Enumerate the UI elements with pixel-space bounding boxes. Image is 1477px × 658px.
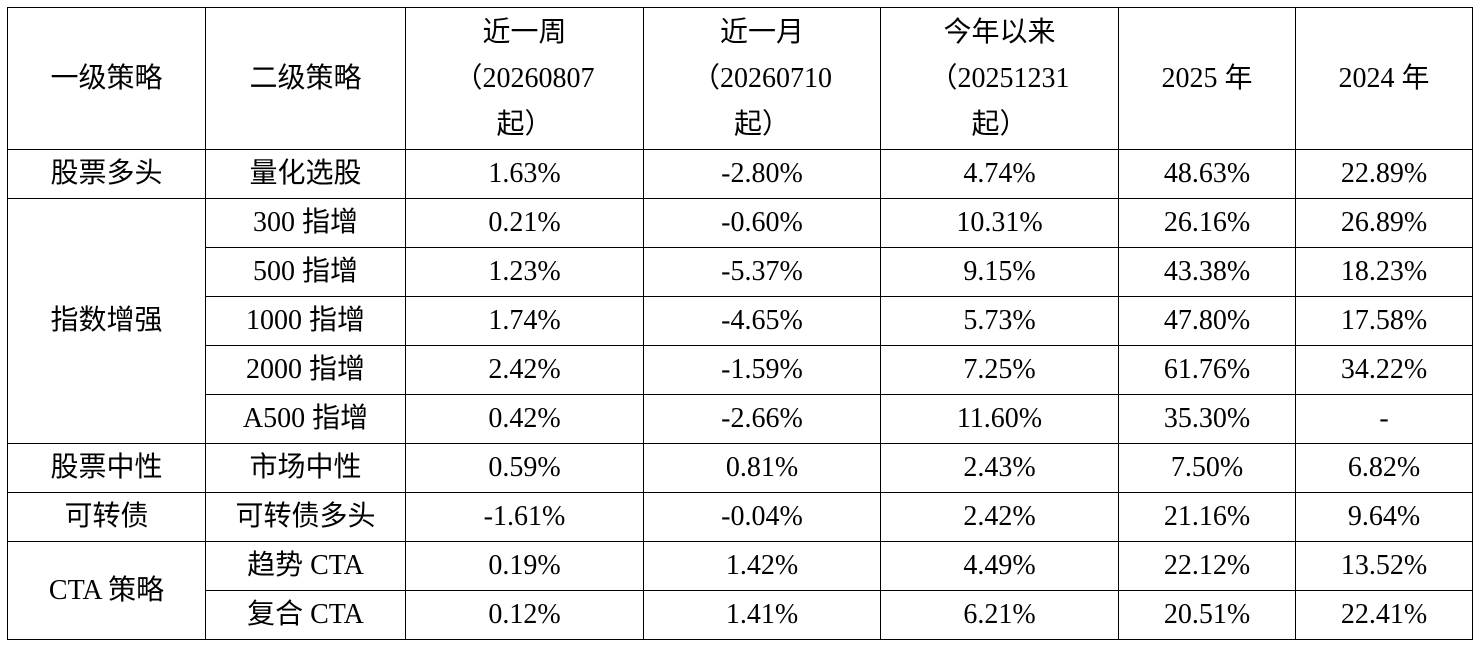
table-row: CTA 策略 趋势 CTA 0.19% 1.42% 4.49% 22.12% 13.52%: [7, 541, 1473, 640]
value-cell: -5.37%: [643, 247, 881, 297]
value-cell: 1.42%: [643, 541, 881, 591]
value-cell: 4.49%: [880, 541, 1119, 591]
header-cell: 近一周 （20260807 起）: [405, 7, 644, 150]
value-cell: 26.16%: [1118, 198, 1296, 248]
header-cell: 2025 年: [1118, 7, 1296, 150]
value-cell: 11.60%: [880, 394, 1119, 444]
value-cell: -4.65%: [643, 296, 881, 346]
value-cell: 26.89%: [1295, 198, 1473, 248]
header-line: （20260710: [691, 62, 832, 94]
value-cell: 6.82%: [1295, 443, 1473, 493]
value-cell: 22.41%: [1295, 590, 1473, 640]
value-cell: 0.81%: [643, 443, 881, 493]
header-line: 今年以来: [943, 16, 1056, 48]
group-cell: 指数增强: [7, 198, 206, 444]
value-cell: 7.50%: [1118, 443, 1296, 493]
value-cell: 1.41%: [643, 590, 881, 640]
value-cell: 2.42%: [405, 345, 644, 395]
value-cell: 17.58%: [1295, 296, 1473, 346]
value-cell: 9.64%: [1295, 492, 1473, 542]
sub-strategy-cell: 复合 CTA: [205, 590, 406, 640]
sub-strategy-cell: 1000 指增: [205, 296, 406, 346]
table-row: 可转债 可转债多头 -1.61% -0.04% 2.42% 21.16% 9.64%: [7, 492, 1473, 542]
table-row: 500 指增 1.23% -5.37% 9.15% 43.38% 18.23%: [8, 247, 1473, 297]
value-cell: -0.60%: [643, 198, 881, 248]
header-cell: 2024 年: [1295, 7, 1473, 150]
value-cell: 0.42%: [405, 394, 644, 444]
sub-strategy-cell: 趋势 CTA: [205, 541, 406, 591]
table-row: 2000 指增 2.42% -1.59% 7.25% 61.76% 34.22%: [8, 345, 1473, 395]
group-cell: 股票中性: [7, 443, 206, 493]
table-body: 股票多头 量化选股 1.63% -2.80% 4.74% 48.63% 22.89% 指数增强…: [7, 149, 1473, 640]
value-cell: 61.76%: [1118, 345, 1296, 395]
value-cell: 2.43%: [880, 443, 1119, 493]
header-cell: 一级策略: [7, 7, 206, 150]
value-cell: 1.74%: [405, 296, 644, 346]
value-cell: 6.21%: [880, 590, 1119, 640]
table-row: 股票中性 市场中性 0.59% 0.81% 2.43% 7.50% 6.82%: [7, 443, 1473, 493]
table-row: 复合 CTA 0.12% 1.41% 6.21% 20.51% 22.41%: [8, 590, 1473, 640]
header-cell: 二级策略: [205, 7, 406, 150]
group-cell: 可转债: [7, 492, 206, 542]
table-row: 1000 指增 1.74% -4.65% 5.73% 47.80% 17.58%: [8, 296, 1473, 346]
value-cell: 22.12%: [1118, 541, 1296, 591]
value-cell: 18.23%: [1295, 247, 1473, 297]
sub-strategy-cell: 2000 指增: [205, 345, 406, 395]
group-cell: 股票多头: [7, 149, 206, 199]
sub-strategy-cell: 市场中性: [205, 443, 406, 493]
value-cell: 20.51%: [1118, 590, 1296, 640]
value-cell: -1.61%: [405, 492, 644, 542]
sub-strategy-cell: 500 指增: [205, 247, 406, 297]
value-cell: -1.59%: [643, 345, 881, 395]
value-cell: -2.80%: [643, 149, 881, 199]
sub-strategy-cell: A500 指增: [205, 394, 406, 444]
header-cell: 近一月 （20260710 起）: [643, 7, 881, 150]
value-cell: 13.52%: [1295, 541, 1473, 591]
header-line: 起）: [496, 108, 553, 140]
header-cell: 今年以来 （20251231 起）: [880, 7, 1119, 150]
value-cell: 0.19%: [405, 541, 644, 591]
header-line: （20260807: [454, 62, 595, 94]
header-line: 起）: [733, 108, 790, 140]
value-cell: 2.42%: [880, 492, 1119, 542]
header-line: 近一月: [719, 16, 804, 48]
value-cell: 43.38%: [1118, 247, 1296, 297]
value-cell: 1.63%: [405, 149, 644, 199]
value-cell: 21.16%: [1118, 492, 1296, 542]
value-cell: 47.80%: [1118, 296, 1296, 346]
sub-strategy-cell: 300 指增: [205, 198, 406, 248]
value-cell: 0.12%: [405, 590, 644, 640]
value-cell: 35.30%: [1118, 394, 1296, 444]
value-cell: 9.15%: [880, 247, 1119, 297]
value-cell: 5.73%: [880, 296, 1119, 346]
value-cell: 48.63%: [1118, 149, 1296, 199]
value-cell: 10.31%: [880, 198, 1119, 248]
value-cell: -2.66%: [643, 394, 881, 444]
header-line: （20251231: [929, 62, 1070, 94]
value-cell: -: [1295, 394, 1473, 444]
header-line: 起）: [971, 108, 1028, 140]
value-cell: 0.21%: [405, 198, 644, 248]
header-line: 近一周: [482, 16, 567, 48]
table-row: A500 指增 0.42% -2.66% 11.60% 35.30% -: [8, 394, 1473, 444]
value-cell: 34.22%: [1295, 345, 1473, 395]
value-cell: 7.25%: [880, 345, 1119, 395]
value-cell: 22.89%: [1295, 149, 1473, 199]
sub-strategy-cell: 量化选股: [205, 149, 406, 199]
table-row: 指数增强 300 指增 0.21% -0.60% 10.31% 26.16% 26.89%: [7, 198, 1473, 444]
value-cell: -0.04%: [643, 492, 881, 542]
value-cell: 4.74%: [880, 149, 1119, 199]
header-row: 一级策略 二级策略 近一周 （20260807 起） 近一月 （20260710 起） 今年以来…: [7, 7, 1473, 150]
table-row: 股票多头 量化选股 1.63% -2.80% 4.74% 48.63% 22.89%: [7, 149, 1473, 199]
value-cell: 0.59%: [405, 443, 644, 493]
returns-table: 一级策略 二级策略 近一周 （20260807 起） 近一月 （20260710 起） 今年以来…: [7, 7, 1473, 640]
value-cell: 1.23%: [405, 247, 644, 297]
group-cell: CTA 策略: [7, 541, 206, 640]
sub-strategy-cell: 可转债多头: [205, 492, 406, 542]
